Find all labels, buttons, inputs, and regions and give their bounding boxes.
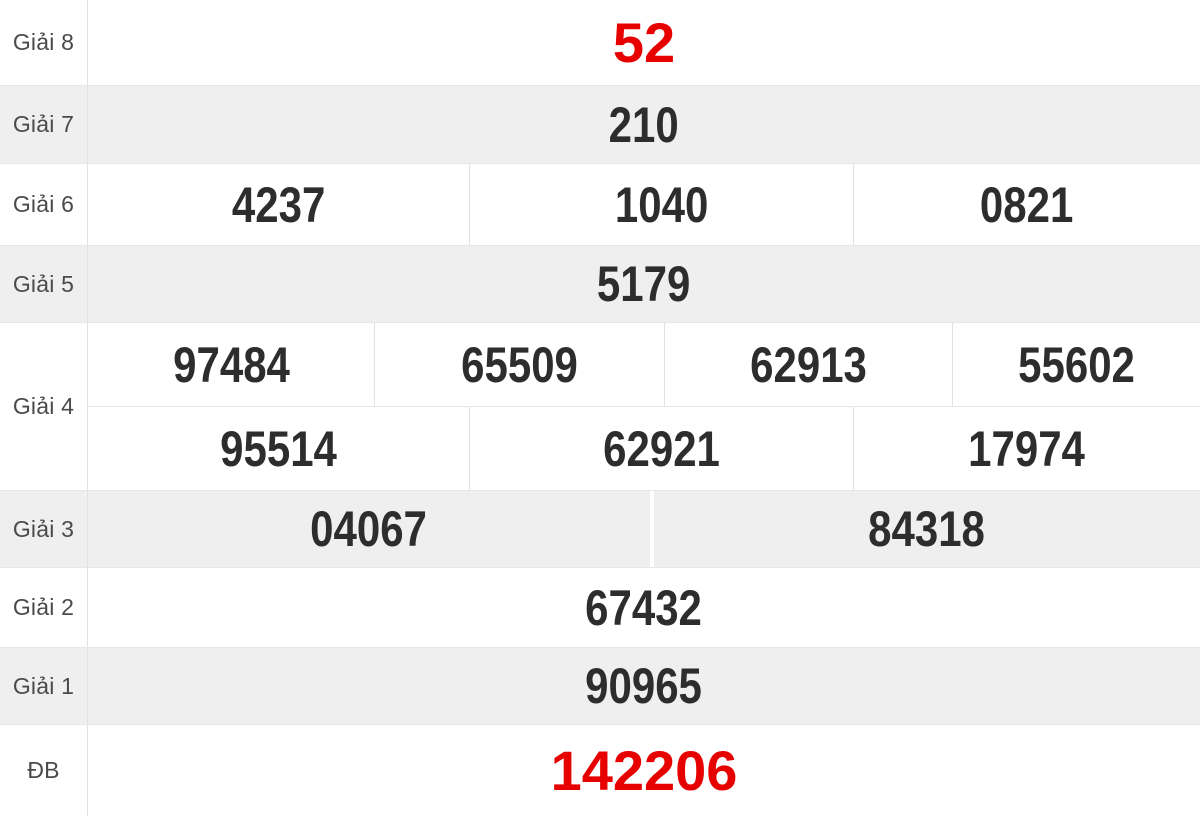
prize-number-cell: 65509 — [374, 323, 664, 406]
prize-label-cell-giai-7: Giải 7 — [0, 86, 88, 163]
prize-line: 67432 — [88, 568, 1200, 647]
prize-number-cell: 55602 — [951, 323, 1200, 406]
prize-number: 62913 — [750, 336, 867, 393]
prize-values-giai-6: 4237 1040 0821 — [88, 164, 1200, 245]
prize-values-giai-3: 04067 84318 — [88, 491, 1200, 567]
prize-values-db: 142206 — [88, 725, 1200, 816]
prize-number: 142206 — [550, 738, 738, 802]
prize-label: Giải 6 — [12, 191, 75, 217]
prize-number: 04067 — [310, 501, 428, 557]
prize-label-cell-giai-3: Giải 3 — [0, 491, 88, 567]
prize-number: 97484 — [172, 336, 290, 393]
prize-number-cell: 62913 — [664, 323, 951, 406]
prize-number-cell: 1040 — [469, 164, 852, 245]
prize-number: 4237 — [231, 176, 326, 233]
prize-number: 55602 — [1017, 336, 1135, 393]
prize-number-cell: 97484 — [88, 323, 374, 406]
prize-values-giai-1: 90965 — [88, 648, 1200, 724]
prize-line: 90965 — [88, 648, 1200, 724]
prize-label: Giải 8 — [12, 29, 75, 55]
prize-line: 04067 84318 — [88, 491, 1200, 567]
prize-row-giai-7: Giải 7 210 — [0, 85, 1200, 163]
prize-values-giai-5: 5179 — [88, 246, 1200, 322]
prize-row-giai-4: Giải 4 97484 65509 62913 55602 95514 62921 1797… — [0, 322, 1200, 490]
prize-number-cell: 5179 — [88, 246, 1200, 322]
prize-number: 95514 — [220, 420, 338, 477]
prize-label-cell-giai-8: Giải 8 — [0, 0, 88, 85]
prize-number-cell: 4237 — [88, 164, 469, 245]
prize-label: Giải 7 — [12, 111, 75, 137]
prize-number: 52 — [612, 10, 676, 74]
prize-values-giai-7: 210 — [88, 86, 1200, 163]
prize-number-cell: 90965 — [88, 648, 1200, 724]
prize-number-cell: 84318 — [649, 491, 1200, 567]
prize-line: 97484 65509 62913 55602 — [88, 323, 1200, 406]
prize-label-cell-db: ĐB — [0, 725, 88, 816]
prize-row-db: ĐB 142206 — [0, 724, 1200, 816]
prize-number-cell: 210 — [88, 86, 1200, 163]
prize-values-giai-4: 97484 65509 62913 55602 95514 62921 17974 — [88, 323, 1200, 490]
prize-values-giai-2: 67432 — [88, 568, 1200, 647]
prize-label-cell-giai-6: Giải 6 — [0, 164, 88, 245]
prize-row-giai-3: Giải 3 04067 84318 — [0, 490, 1200, 567]
prize-number: 67432 — [585, 579, 703, 636]
prize-row-giai-1: Giải 1 90965 — [0, 647, 1200, 724]
prize-label: Giải 5 — [12, 270, 75, 297]
prize-number-cell: 52 — [88, 0, 1200, 85]
prize-number-cell: 62921 — [469, 407, 852, 490]
prize-number: 1040 — [614, 176, 709, 233]
prize-number: 17974 — [968, 420, 1086, 477]
prize-number-cell: 67432 — [88, 568, 1200, 647]
prize-number: 5179 — [597, 256, 691, 312]
prize-label: ĐB — [27, 757, 60, 783]
prize-line: 52 — [88, 0, 1200, 85]
prize-row-giai-6: Giải 6 4237 1040 0821 — [0, 163, 1200, 245]
prize-line: 4237 1040 0821 — [88, 164, 1200, 245]
prize-row-giai-2: Giải 2 67432 — [0, 567, 1200, 647]
prize-number-cell: 17974 — [852, 407, 1200, 490]
prize-line: 95514 62921 17974 — [88, 406, 1200, 490]
prize-values-giai-8: 52 — [88, 0, 1200, 85]
prize-line: 142206 — [88, 725, 1200, 816]
prize-label: Giải 4 — [12, 393, 75, 419]
prize-label-cell-giai-1: Giải 1 — [0, 648, 88, 724]
prize-number: 65509 — [461, 336, 579, 393]
prize-label-cell-giai-4: Giải 4 — [0, 323, 88, 490]
prize-label: Giải 3 — [12, 515, 75, 542]
prize-number: 210 — [608, 96, 680, 153]
prize-line: 5179 — [88, 246, 1200, 322]
prize-number-cell: 04067 — [88, 491, 650, 567]
prize-number: 84318 — [868, 501, 986, 557]
prize-line: 210 — [88, 86, 1200, 163]
prize-row-giai-5: Giải 5 5179 — [0, 245, 1200, 322]
prize-number: 62921 — [603, 420, 720, 477]
prize-number: 90965 — [585, 658, 703, 714]
prize-label: Giải 2 — [12, 594, 75, 620]
prize-number-cell: 95514 — [88, 407, 469, 490]
prize-number-cell: 0821 — [852, 164, 1200, 245]
prize-label-cell-giai-5: Giải 5 — [0, 246, 88, 322]
prize-label: Giải 1 — [12, 672, 75, 699]
prize-number-cell: 142206 — [88, 725, 1200, 816]
prize-row-giai-8: Giải 8 52 — [0, 0, 1200, 85]
prize-label-cell-giai-2: Giải 2 — [0, 568, 88, 647]
prize-number: 0821 — [980, 176, 1074, 233]
